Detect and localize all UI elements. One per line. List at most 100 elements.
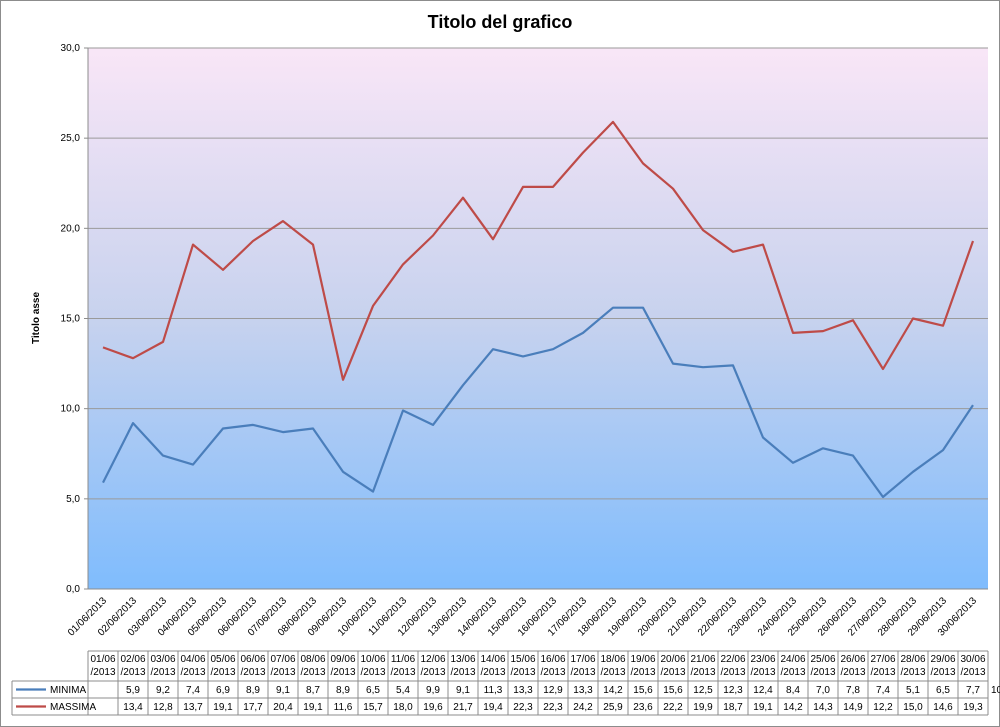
table-cell: 15,0: [903, 702, 923, 713]
table-cell: 15,6: [633, 685, 653, 696]
table-cell: 14,6: [933, 702, 953, 713]
table-header-date: 02/06: [120, 654, 145, 665]
table-cell: 12,9: [543, 685, 563, 696]
table-cell: 5,9: [126, 685, 140, 696]
table-header-date: 13/06: [450, 654, 475, 665]
table-cell: 9,1: [456, 685, 470, 696]
y-axis-ticks: 0,0 5,0 10,0 15,0 20,0 25,0 30,0: [61, 43, 81, 595]
table-header-year: /2013: [960, 667, 985, 678]
table-cell: 10,2: [991, 685, 1000, 696]
table-cell: 21,7: [453, 702, 473, 713]
table-cell: 8,4: [786, 685, 800, 696]
table-header-year: /2013: [600, 667, 625, 678]
table-cell: 13,3: [573, 685, 593, 696]
table-header-year: /2013: [270, 667, 295, 678]
table-header-date: 10/06: [360, 654, 385, 665]
table-cell: 19,9: [693, 702, 713, 713]
table-cell: 8,9: [336, 685, 350, 696]
table-cell: 5,1: [906, 685, 920, 696]
table-header-date: 15/06: [510, 654, 535, 665]
table-header-date: 23/06: [750, 654, 775, 665]
y-tick-label: 0,0: [66, 584, 80, 595]
table-header-year: /2013: [690, 667, 715, 678]
table-header-date: 11/06: [391, 654, 416, 665]
table-header-date: 22/06: [720, 654, 745, 665]
table-cell: 8,9: [246, 685, 260, 696]
table-header-date: 01/06: [90, 654, 115, 665]
table-cell: 19,4: [483, 702, 503, 713]
legend-label-massima: MASSIMA: [50, 702, 96, 713]
table-header-date: 19/06: [630, 654, 655, 665]
table-header-date: 04/06: [180, 654, 205, 665]
y-tick-label: 10,0: [61, 404, 81, 415]
table-header-date: 29/06: [930, 654, 955, 665]
table-header-date: 14/06: [480, 654, 505, 665]
table-cell: 19,3: [963, 702, 983, 713]
table-header-year: /2013: [180, 667, 205, 678]
series-line-massima: [102, 120, 975, 381]
table-header-year: /2013: [210, 667, 235, 678]
table-cell: 18,7: [723, 702, 743, 713]
table-header-year: /2013: [540, 667, 565, 678]
table-cell: 14,2: [603, 685, 623, 696]
table-cell: 22,3: [513, 702, 533, 713]
table-header-year: /2013: [780, 667, 805, 678]
table-cell: 24,2: [573, 702, 593, 713]
table-cell: 19,1: [213, 702, 233, 713]
table-header-year: /2013: [150, 667, 175, 678]
table-header-year: /2013: [510, 667, 535, 678]
table-header-year: /2013: [120, 667, 145, 678]
table-header-year: /2013: [570, 667, 595, 678]
table-header-date: 06/06: [240, 654, 265, 665]
table-header-year: /2013: [480, 667, 505, 678]
table-cell: 9,2: [156, 685, 170, 696]
table-header-year: /2013: [360, 667, 385, 678]
table-cell: 9,1: [276, 685, 290, 696]
table-header-year: /2013: [390, 667, 415, 678]
y-axis-title: Titolo asse: [31, 292, 42, 344]
table-header-year: /2013: [420, 667, 445, 678]
table-header-year: /2013: [900, 667, 925, 678]
table-header-year: /2013: [660, 667, 685, 678]
y-tick-label: 30,0: [61, 43, 81, 54]
table-header-year: /2013: [630, 667, 655, 678]
table-cell: 7,0: [816, 685, 830, 696]
table-header-year: /2013: [810, 667, 835, 678]
table-cell: 15,7: [363, 702, 383, 713]
gridlines: [84, 47, 988, 590]
table-header-year: /2013: [750, 667, 775, 678]
y-tick-label: 25,0: [61, 133, 81, 144]
data-table: 01/06/2013 02/06/2013 03/06/2013 04/06/2013…: [11, 650, 1000, 716]
table-header-date: 26/06: [840, 654, 865, 665]
table-cell: 25,9: [603, 702, 623, 713]
table-header-date: 12/06: [420, 654, 445, 665]
table-cell: 19,1: [753, 702, 773, 713]
table-header-year: /2013: [870, 667, 895, 678]
table-header-year: /2013: [90, 667, 115, 678]
table-header-date: 28/06: [900, 654, 925, 665]
table-header-year: /2013: [330, 667, 355, 678]
table-cell: 12,4: [753, 685, 773, 696]
table-header-year: /2013: [930, 667, 955, 678]
table-cell: 12,8: [153, 702, 173, 713]
table-cell: 7,4: [186, 685, 200, 696]
table-cell: 7,8: [846, 685, 860, 696]
y-tick-label: 15,0: [61, 314, 81, 325]
table-cell: 17,7: [243, 702, 263, 713]
series-lines: [102, 120, 975, 499]
table-cell: 7,7: [966, 685, 980, 696]
table-cell: 14,3: [813, 702, 833, 713]
table-cell: 6,9: [216, 685, 230, 696]
table-cell: 23,6: [633, 702, 653, 713]
chart-title: Titolo del grafico: [428, 12, 573, 32]
table-cell: 15,6: [663, 685, 683, 696]
table-header-date: 09/06: [330, 654, 355, 665]
table-header-date: 07/06: [270, 654, 295, 665]
table-cell: 8,7: [306, 685, 320, 696]
y-tick-label: 5,0: [66, 494, 80, 505]
table-header-date: 30/06: [960, 654, 985, 665]
table-cell: 20,4: [273, 702, 293, 713]
table-cell: 19,6: [423, 702, 443, 713]
